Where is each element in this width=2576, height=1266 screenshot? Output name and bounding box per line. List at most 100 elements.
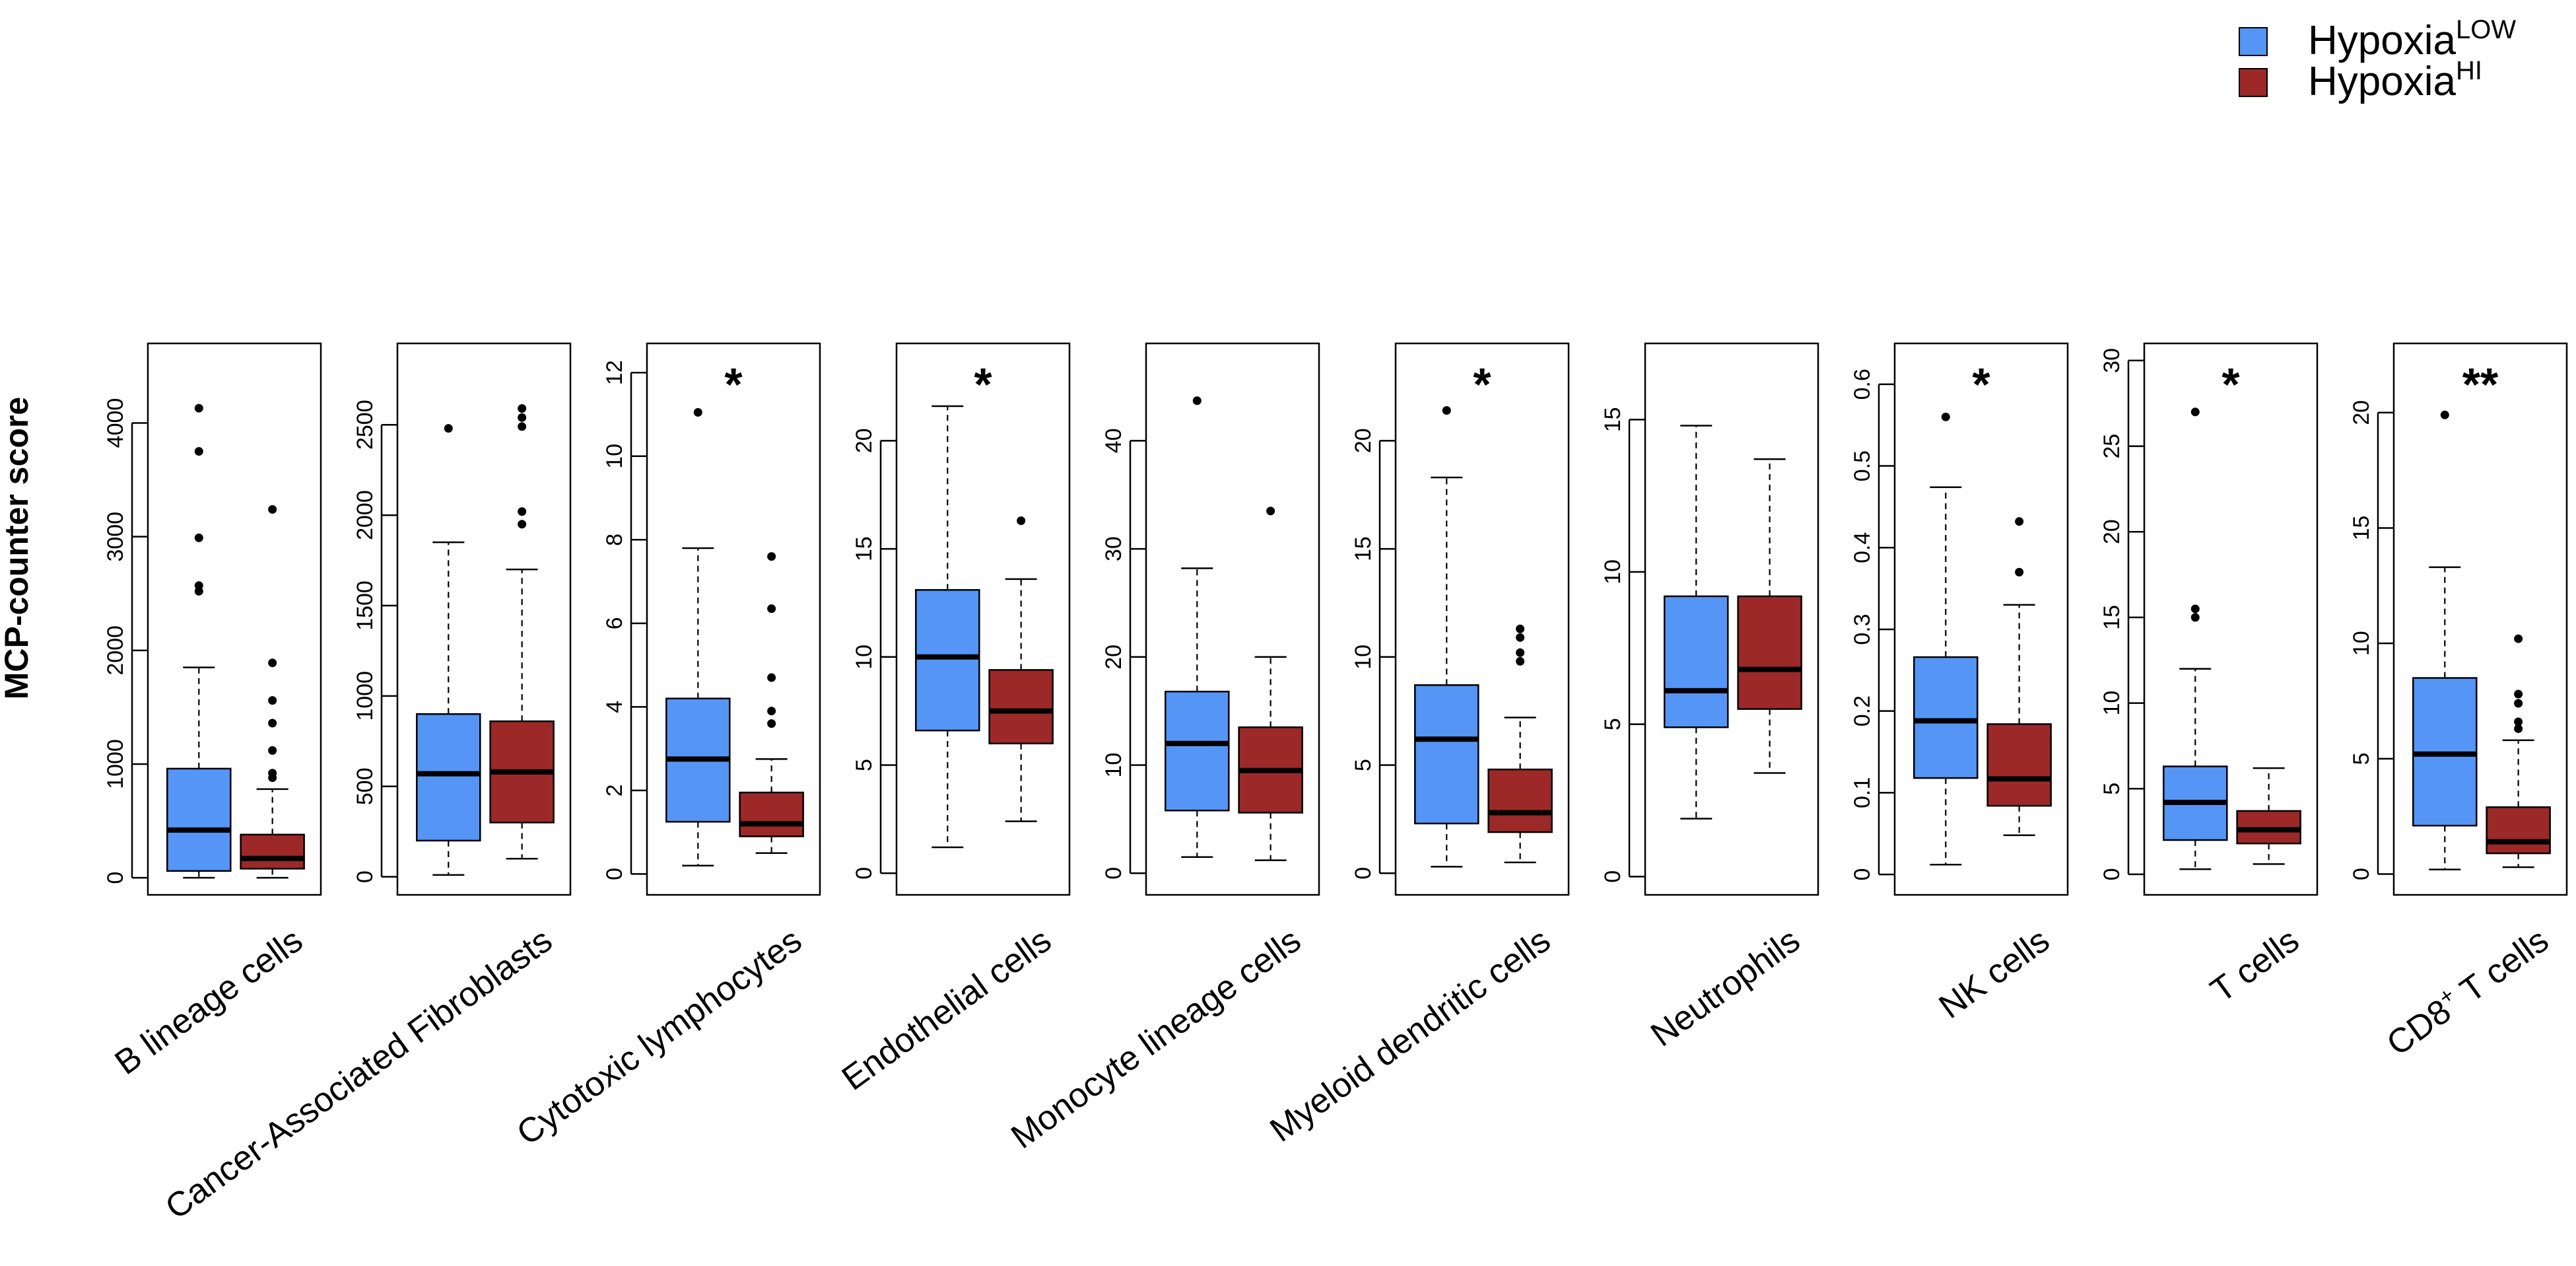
outlier-point xyxy=(194,533,203,542)
significance-marker: * xyxy=(1473,359,1491,410)
box-hi xyxy=(1238,507,1303,861)
box-hi xyxy=(1986,517,2052,836)
iqr-box xyxy=(739,791,804,837)
category-label: Neutrophils xyxy=(1644,921,1807,1055)
y-tick-label: 10 xyxy=(602,444,627,469)
y-tick-label: 0 xyxy=(2349,868,2374,880)
y-tick-label: 8 xyxy=(602,534,627,546)
y-tick-label: 0.2 xyxy=(1850,695,1875,726)
y-tick-label: 15 xyxy=(1600,407,1625,432)
box-low xyxy=(1664,425,1729,820)
panel-8: 0 0.1 0.2 0.3 0.4 0.5 0.6 * NK cells xyxy=(1850,342,2069,1026)
y-tick-label: 0 xyxy=(2099,868,2124,880)
y-tick-label: 12 xyxy=(602,360,627,385)
outlier-point xyxy=(444,424,453,433)
iqr-box xyxy=(416,713,481,842)
outlier-point xyxy=(2015,517,2024,526)
y-tick-label: 6 xyxy=(602,617,627,629)
panel-3: 0 2 4 6 8 10 12 * Cytotoxic lymphocytes xyxy=(510,342,821,1153)
y-tick-label: 10 xyxy=(1351,645,1376,670)
iqr-box xyxy=(1414,684,1479,825)
box-hi xyxy=(2236,767,2301,865)
panel-frame xyxy=(895,342,1071,896)
box-low xyxy=(1414,406,1479,868)
outlier-point xyxy=(2440,410,2449,419)
y-tick-label: 1500 xyxy=(353,580,378,631)
significance-marker: * xyxy=(974,359,992,410)
outlier-point xyxy=(1941,412,1950,421)
category-label: B lineage cells xyxy=(108,921,310,1082)
outlier-point xyxy=(194,447,203,456)
category-label: Cancer-Associated Fibroblasts xyxy=(158,921,559,1227)
panel-frame xyxy=(646,342,821,896)
iqr-box xyxy=(915,589,980,732)
box-low xyxy=(915,405,980,849)
outlier-point xyxy=(693,407,702,417)
outlier-point xyxy=(2514,634,2523,643)
category-label: NK cells xyxy=(1932,921,2056,1026)
outlier-point xyxy=(767,673,776,682)
y-tick-label: 10 xyxy=(2349,631,2374,656)
outlier-point xyxy=(1516,648,1525,657)
y-tick-label: 15 xyxy=(852,536,877,561)
box-hi xyxy=(739,552,804,854)
y-tick-label: 0.4 xyxy=(1850,532,1875,563)
y-tick-label: 0.3 xyxy=(1850,614,1875,645)
y-tick-label: 5 xyxy=(1600,718,1625,730)
y-tick-label: 0 xyxy=(1101,867,1126,880)
iqr-box xyxy=(2486,806,2551,855)
y-tick-label: 15 xyxy=(2349,516,2374,541)
panel-4: 0 5 10 15 20 * Endothelial cells xyxy=(835,342,1071,1098)
y-tick-label: 15 xyxy=(2099,605,2124,630)
box-low xyxy=(665,407,731,866)
outlier-point xyxy=(1442,406,1451,415)
iqr-box xyxy=(1165,690,1230,812)
y-axis-title: MCP-counter score xyxy=(0,397,35,699)
significance-marker: * xyxy=(2221,359,2240,410)
y-tick-label: 10 xyxy=(2099,691,2124,716)
category-label: Myeloid dendritic cells xyxy=(1263,921,1557,1150)
panel-9: 0 5 10 15 20 25 30 * T cells xyxy=(2099,342,2319,1010)
panel-frame xyxy=(2143,342,2319,896)
iqr-box xyxy=(240,833,305,870)
outlier-point xyxy=(268,696,277,705)
panel-6: 0 5 10 15 20 * Myeloid dendritic cells xyxy=(1263,342,1570,1150)
outlier-point xyxy=(2190,407,2200,417)
significance-marker: * xyxy=(724,359,743,410)
iqr-box xyxy=(166,767,232,872)
y-tick-label: 10 xyxy=(852,645,877,670)
box-hi xyxy=(1737,458,1802,774)
outlier-point xyxy=(194,581,203,590)
category-label: Cytotoxic lymphocytes xyxy=(510,921,809,1153)
box-hi xyxy=(988,516,1054,822)
y-tick-label: 2 xyxy=(602,784,627,796)
legend-label-hi: HypoxiaHI xyxy=(2308,56,2482,104)
outlier-point xyxy=(2190,613,2200,622)
box-hi xyxy=(489,404,555,860)
outlier-point xyxy=(518,404,527,413)
y-tick-label: 30 xyxy=(2099,348,2124,373)
outlier-point xyxy=(1516,624,1525,633)
panel-10: 0 5 10 15 20 ** CD8+ T cells xyxy=(2349,342,2568,1063)
y-tick-label: 20 xyxy=(852,428,877,453)
outlier-point xyxy=(518,507,527,516)
outlier-point xyxy=(767,707,776,716)
y-tick-label: 0.6 xyxy=(1850,369,1875,400)
outlier-point xyxy=(518,413,527,422)
y-tick-label: 3000 xyxy=(103,512,128,562)
y-tick-label: 5 xyxy=(2349,752,2374,765)
y-tick-label: 0 xyxy=(1850,868,1875,881)
outlier-point xyxy=(1516,656,1525,666)
iqr-box xyxy=(1737,595,1802,710)
panel-frame xyxy=(1145,342,1320,896)
box-low xyxy=(1165,396,1230,858)
iqr-box xyxy=(1986,723,2052,807)
panel-frame xyxy=(1644,342,1819,896)
y-tick-label: 4 xyxy=(602,701,627,713)
outlier-point xyxy=(767,552,776,561)
outlier-point xyxy=(767,604,776,614)
outlier-point xyxy=(268,769,277,778)
